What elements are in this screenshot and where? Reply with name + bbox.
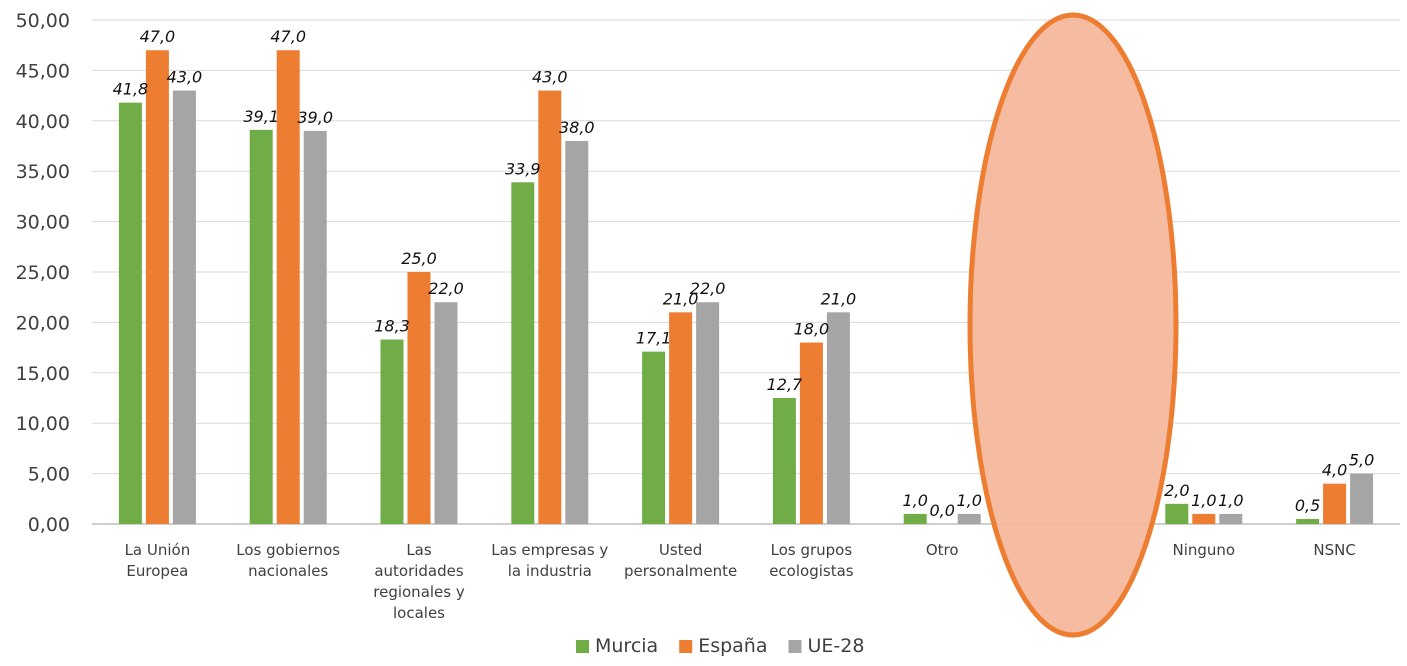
data-label: 22,0	[690, 279, 726, 298]
y-tick-label: 10,00	[16, 413, 70, 435]
y-tick-label: 25,00	[16, 262, 70, 284]
data-label: 0,0	[929, 501, 954, 520]
legend: Murcia España UE-28	[576, 635, 864, 657]
y-tick-label: 0,00	[28, 514, 70, 536]
x-category-label: nacionales	[248, 562, 328, 580]
data-label: 21,0	[663, 289, 699, 308]
bar	[669, 312, 693, 524]
x-category-label: Las empresas y	[491, 541, 608, 559]
x-category-label: ecologistas	[769, 562, 854, 580]
bar	[565, 140, 589, 524]
x-category-label: Ninguno	[1172, 541, 1235, 559]
legend-label: Murcia	[595, 635, 658, 657]
data-label: 39,0	[297, 108, 333, 127]
y-axis: 0,00 5,00 10,00 15,00 20,00 25,00 30,00 35,00 40…	[16, 10, 1400, 536]
bar	[407, 272, 431, 524]
legend-label: España	[698, 635, 767, 657]
data-label: 33,9	[505, 159, 541, 178]
bar	[1323, 483, 1347, 524]
data-label: 18,0	[794, 320, 830, 339]
bar	[903, 513, 927, 524]
x-category-label: La Unión	[125, 541, 191, 559]
overlay-ellipse	[967, 12, 1179, 638]
y-tick-label: 35,00	[16, 161, 70, 183]
data-label: 43,0	[167, 68, 203, 87]
bar	[696, 302, 720, 524]
data-label: 4,0	[1322, 461, 1347, 480]
bar	[772, 398, 796, 524]
data-label: 1,0	[1218, 491, 1243, 510]
y-tick-label: 45,00	[16, 60, 70, 82]
x-category-label: Usted	[659, 541, 702, 559]
x-category-label: Europea	[126, 562, 188, 580]
bar	[434, 302, 458, 524]
data-label: 47,0	[270, 27, 306, 46]
data-label: 38,0	[559, 118, 595, 137]
x-category-label: autoridades	[374, 562, 464, 580]
legend-label: UE-28	[808, 635, 865, 657]
bar	[1165, 503, 1189, 524]
y-tick-label: 15,00	[16, 363, 70, 385]
bar	[1192, 513, 1216, 524]
data-label: 39,1	[243, 107, 279, 126]
data-label: 47,0	[140, 27, 176, 46]
data-label: 0,5	[1295, 496, 1320, 515]
bars	[118, 50, 1374, 525]
data-label: 1,0	[956, 491, 981, 510]
legend-swatch	[679, 640, 693, 653]
y-tick-label: 50,00	[16, 10, 70, 32]
x-category-label: Las	[406, 541, 432, 559]
bar	[538, 90, 562, 524]
bar	[249, 129, 273, 524]
x-category-label: Los gobiernos	[236, 541, 340, 559]
bar	[1296, 518, 1320, 524]
data-label: 1,0	[902, 491, 927, 510]
x-category-label: Otro	[926, 541, 959, 559]
x-category-label: la industria	[508, 562, 592, 580]
bar	[799, 342, 823, 524]
x-axis: La Unión Europea Los gobiernos nacionales La…	[125, 541, 1356, 622]
y-tick-label: 40,00	[16, 111, 70, 133]
data-label: 17,1	[636, 329, 672, 348]
data-label: 12,7	[767, 375, 803, 394]
bar	[1219, 513, 1243, 524]
overlay-ellipse-shape	[967, 12, 1179, 638]
bar	[826, 312, 850, 524]
bar	[511, 182, 535, 524]
bar	[957, 513, 981, 524]
data-label: 22,0	[428, 279, 464, 298]
bar	[380, 339, 404, 524]
bar	[145, 50, 169, 525]
data-label: 25,0	[401, 249, 437, 268]
x-category-label: Los grupos	[771, 541, 853, 559]
bar	[118, 102, 142, 524]
x-category-label: locales	[393, 604, 445, 622]
data-label: 21,0	[821, 289, 857, 308]
legend-swatch	[788, 640, 802, 653]
bar	[642, 351, 666, 524]
y-tick-label: 20,00	[16, 312, 70, 334]
y-tick-label: 5,00	[28, 464, 70, 486]
data-label: 18,3	[374, 317, 410, 336]
data-label: 43,0	[532, 68, 568, 87]
x-category-label: regionales y	[373, 583, 465, 601]
data-label: 1,0	[1191, 491, 1216, 510]
x-category-label: NSNC	[1313, 541, 1355, 559]
legend-swatch	[576, 640, 589, 653]
data-label: 5,0	[1349, 451, 1374, 470]
bar	[172, 90, 196, 524]
bar	[276, 50, 300, 525]
bar	[1350, 473, 1374, 524]
data-label: 2,0	[1164, 481, 1189, 500]
x-category-label: personalmente	[624, 562, 737, 580]
data-label: 41,8	[113, 80, 149, 99]
data-labels: 41,8 47,0 43,0 39,1 47,0 39,0 18,3 25,0 22,0 33,9…	[113, 27, 1375, 520]
y-tick-label: 30,00	[16, 212, 70, 234]
bar	[303, 130, 327, 524]
